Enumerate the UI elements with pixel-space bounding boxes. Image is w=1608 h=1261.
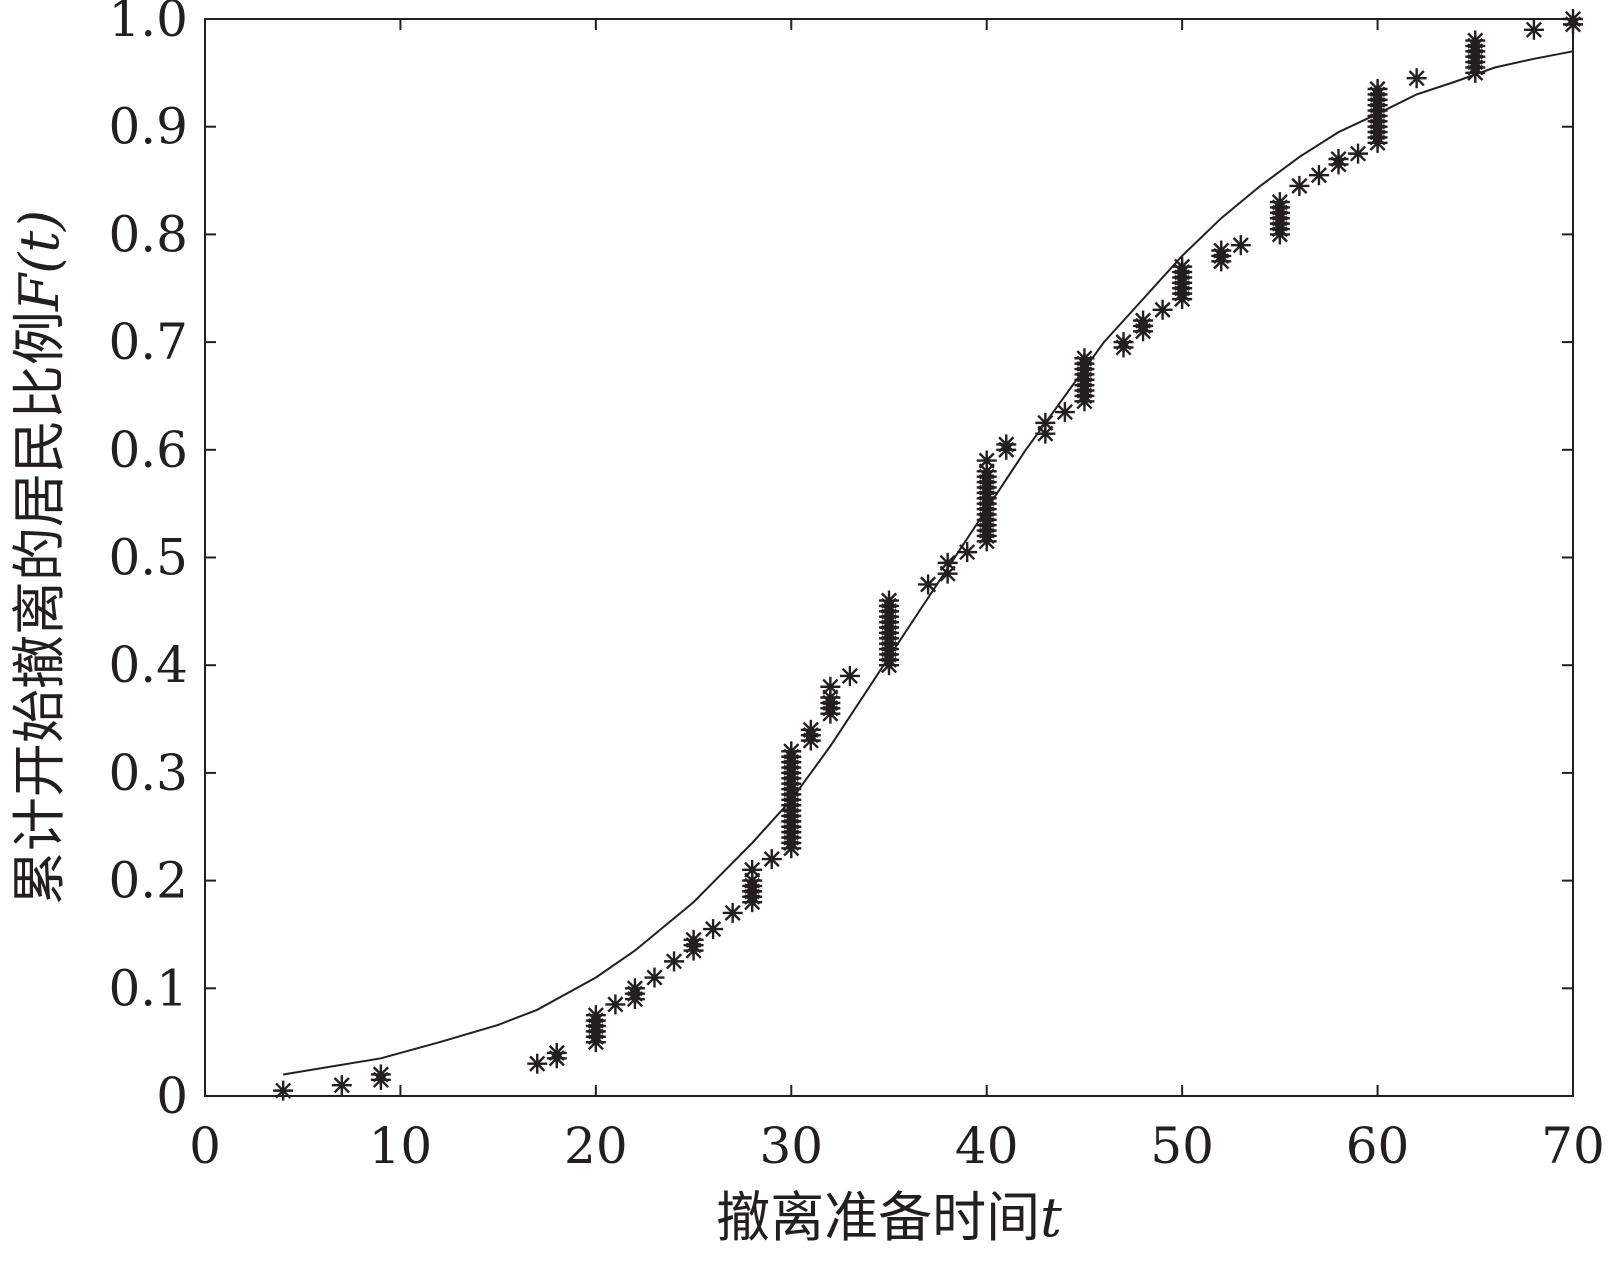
x-tick-label: 70: [1541, 1117, 1605, 1175]
data-point: [879, 590, 899, 611]
data-points-layer: [273, 9, 1583, 1101]
data-point: [683, 929, 704, 950]
data-point: [918, 574, 939, 595]
x-tick-label: 0: [189, 1117, 221, 1175]
data-point: [957, 542, 978, 563]
y-tick-label: 0.7: [108, 313, 188, 371]
data-point: [644, 967, 665, 988]
data-point: [1133, 310, 1154, 331]
data-point: [605, 994, 626, 1015]
x-tick-labels: 0 10 20 30 40 50 60 70: [189, 1117, 1605, 1175]
data-point: [703, 919, 724, 940]
data-point: [761, 849, 782, 870]
x-tick-label: 10: [369, 1117, 433, 1175]
data-point: [1211, 240, 1232, 261]
data-point: [820, 676, 841, 697]
x-tick-label: 60: [1346, 1117, 1410, 1175]
y-tick-label: 0.6: [108, 421, 188, 479]
y-axis-title: 累计开始撤离的居民比例F(t): [8, 210, 71, 905]
y-tick-label: 1.0: [108, 0, 188, 48]
data-point: [273, 1080, 294, 1101]
y-tick-label: 0.4: [108, 636, 188, 694]
data-point: [527, 1053, 548, 1074]
data-point: [1465, 30, 1486, 51]
x-axis-label-text: 撤离准备时间: [716, 1186, 1040, 1249]
data-point: [1523, 19, 1544, 40]
data-point: [781, 741, 802, 762]
y-tick-label: 0: [156, 1067, 188, 1125]
data-point: [585, 1005, 606, 1026]
x-tick-label: 40: [955, 1117, 1019, 1175]
data-point: [1074, 348, 1095, 369]
x-tick-label: 50: [1150, 1117, 1214, 1175]
data-point: [1308, 165, 1329, 186]
data-point: [1113, 332, 1134, 353]
x-axis-title: 撤离准备时间t: [716, 1186, 1062, 1249]
data-point: [1367, 79, 1388, 100]
data-point: [996, 434, 1017, 455]
y-tick-label: 0.2: [108, 852, 188, 910]
data-point: [664, 951, 685, 972]
x-axis-variable: t: [1040, 1186, 1062, 1249]
data-point: [1348, 143, 1369, 164]
data-point: [624, 978, 645, 999]
data-point: [1406, 68, 1427, 89]
plot-frame: [204, 18, 1574, 1097]
y-tick-label: 0.8: [108, 205, 188, 263]
data-point: [937, 552, 958, 573]
data-point: [370, 1064, 391, 1085]
y-tick-label: 0.9: [108, 98, 188, 156]
y-tick-label: 0.1: [108, 959, 188, 1017]
x-tick-label: 20: [564, 1117, 628, 1175]
y-axis-label-text: 累计开始撤离的居民比例: [8, 311, 71, 905]
data-point: [1054, 402, 1075, 423]
data-point: [1269, 192, 1290, 213]
data-point: [546, 1042, 567, 1063]
data-point: [1172, 256, 1193, 277]
data-point: [1289, 175, 1310, 196]
data-point: [742, 859, 763, 880]
data-point: [1230, 235, 1251, 256]
y-tick-label: 0.3: [108, 744, 188, 802]
y-tick-labels: 0 0.1 0.2 0.3 0.4 0.5 0.6 0.7 0.8 0.9 1.0: [108, 0, 188, 1125]
data-point: [976, 450, 997, 471]
data-point: [331, 1075, 352, 1096]
x-tick-label: 30: [759, 1117, 823, 1175]
y-axis-variable: F(t): [8, 210, 71, 312]
y-tick-label: 0.5: [108, 529, 188, 587]
data-point: [1035, 412, 1056, 433]
data-point: [1328, 149, 1349, 170]
data-point: [1152, 299, 1173, 320]
data-point: [839, 665, 860, 686]
data-point: [722, 902, 743, 923]
data-point: [800, 719, 821, 740]
